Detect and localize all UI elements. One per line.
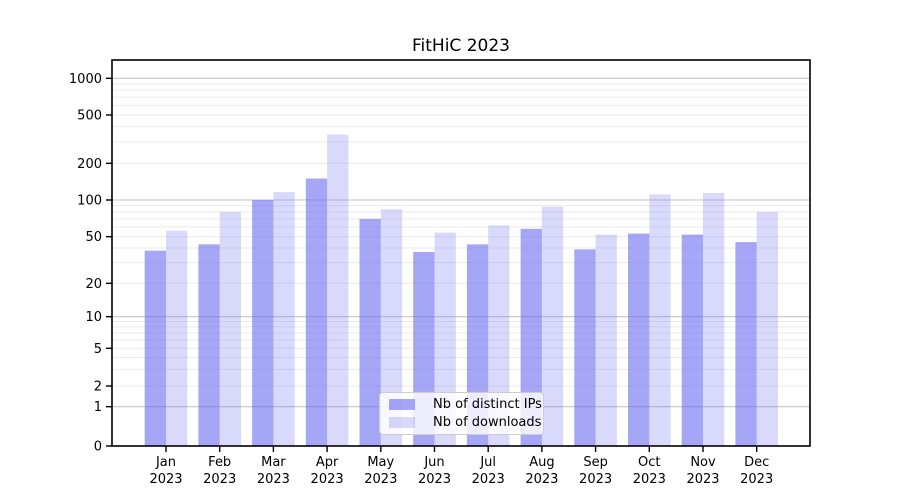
y-tick-label-100: 100 xyxy=(77,194,102,209)
legend-swatch-downloads xyxy=(389,417,415,428)
y-tick-label-10: 10 xyxy=(85,310,102,325)
tick-marks xyxy=(106,77,758,452)
bar-jul-downloads xyxy=(488,225,510,446)
bar-sep-distinct-ips xyxy=(574,249,596,446)
x-tick-label-year-may: 2023 xyxy=(364,472,397,487)
y-tick-label-5: 5 xyxy=(94,342,102,357)
tick-labels: 0 1 2 5 10 20 50 100 200 500 1000 Jan 2023 Feb 2023 Mar… xyxy=(69,72,773,487)
x-tick-label-month-dec: Dec xyxy=(744,455,769,470)
x-tick-label-month-jan: Jan xyxy=(155,455,176,470)
bar-oct-downloads xyxy=(649,194,671,446)
x-tick-label-year-jul: 2023 xyxy=(472,472,505,487)
x-tick-label-month-feb: Feb xyxy=(208,455,231,470)
x-tick-label-month-may: May xyxy=(367,455,394,470)
bar-mar-downloads xyxy=(273,192,295,446)
y-tick-label-200: 200 xyxy=(77,157,102,172)
bar-may-downloads xyxy=(380,209,403,446)
y-tick-label-0: 0 xyxy=(94,440,102,455)
x-tick-label-year-apr: 2023 xyxy=(311,472,344,487)
bar-sep-downloads xyxy=(595,234,617,446)
bar-aug-distinct-ips xyxy=(520,228,542,446)
x-tick-label-year-mar: 2023 xyxy=(257,472,290,487)
x-tick-label-month-oct: Oct xyxy=(638,455,660,470)
x-tick-label-year-sep: 2023 xyxy=(579,472,612,487)
plot-area-border xyxy=(111,59,811,447)
bar-apr-downloads xyxy=(327,134,349,447)
x-tick-label-month-nov: Nov xyxy=(690,455,716,470)
y-tick-label-2: 2 xyxy=(94,380,102,395)
chart-title: FitHiC 2023 xyxy=(412,36,510,56)
x-tick-label-year-jun: 2023 xyxy=(418,472,451,487)
x-tick-label-month-apr: Apr xyxy=(316,455,339,470)
legend-item-downloads: Nb of downloads xyxy=(389,414,541,431)
legend: Nb of distinct IPs Nb of downloads xyxy=(379,392,544,435)
legend-swatch-distinct-ips xyxy=(389,399,415,410)
bar-dec-downloads xyxy=(756,211,778,446)
bar-jan-distinct-ips xyxy=(144,250,166,446)
bar-mar-distinct-ips xyxy=(252,200,274,446)
x-tick-label-year-jan: 2023 xyxy=(149,472,182,487)
y-tick-label-500: 500 xyxy=(77,109,102,124)
bar-nov-downloads xyxy=(703,193,725,446)
bar-nov-distinct-ips xyxy=(681,234,703,446)
legend-item-distinct-ips: Nb of distinct IPs xyxy=(389,396,542,413)
x-tick-label-year-oct: 2023 xyxy=(633,472,666,487)
x-tick-label-month-mar: Mar xyxy=(261,455,286,470)
bars xyxy=(144,134,778,447)
bar-aug-downloads xyxy=(541,206,564,446)
legend-label-downloads: Nb of downloads xyxy=(433,415,542,430)
x-tick-label-year-feb: 2023 xyxy=(203,472,236,487)
bar-feb-distinct-ips xyxy=(198,244,220,446)
x-tick-label-month-sep: Sep xyxy=(583,455,608,470)
bar-apr-distinct-ips xyxy=(305,178,328,447)
y-tick-label-20: 20 xyxy=(85,277,102,292)
bar-feb-downloads xyxy=(219,211,241,446)
y-tick-label-1000: 1000 xyxy=(69,72,102,87)
legend-label-distinct-ips: Nb of distinct IPs xyxy=(433,397,542,412)
y-tick-label-50: 50 xyxy=(85,230,102,245)
x-tick-label-month-jul: Jul xyxy=(479,455,496,470)
bar-oct-distinct-ips xyxy=(628,233,650,446)
bar-dec-distinct-ips xyxy=(735,242,757,446)
x-tick-label-month-jun: Jun xyxy=(423,455,444,470)
x-tick-label-month-aug: Aug xyxy=(529,455,554,470)
bar-jan-downloads xyxy=(166,230,188,446)
x-tick-label-year-nov: 2023 xyxy=(686,472,719,487)
y-tick-label-1: 1 xyxy=(94,400,102,415)
x-tick-label-year-dec: 2023 xyxy=(740,472,773,487)
x-tick-label-year-aug: 2023 xyxy=(525,472,558,487)
bar-may-distinct-ips xyxy=(359,218,381,446)
